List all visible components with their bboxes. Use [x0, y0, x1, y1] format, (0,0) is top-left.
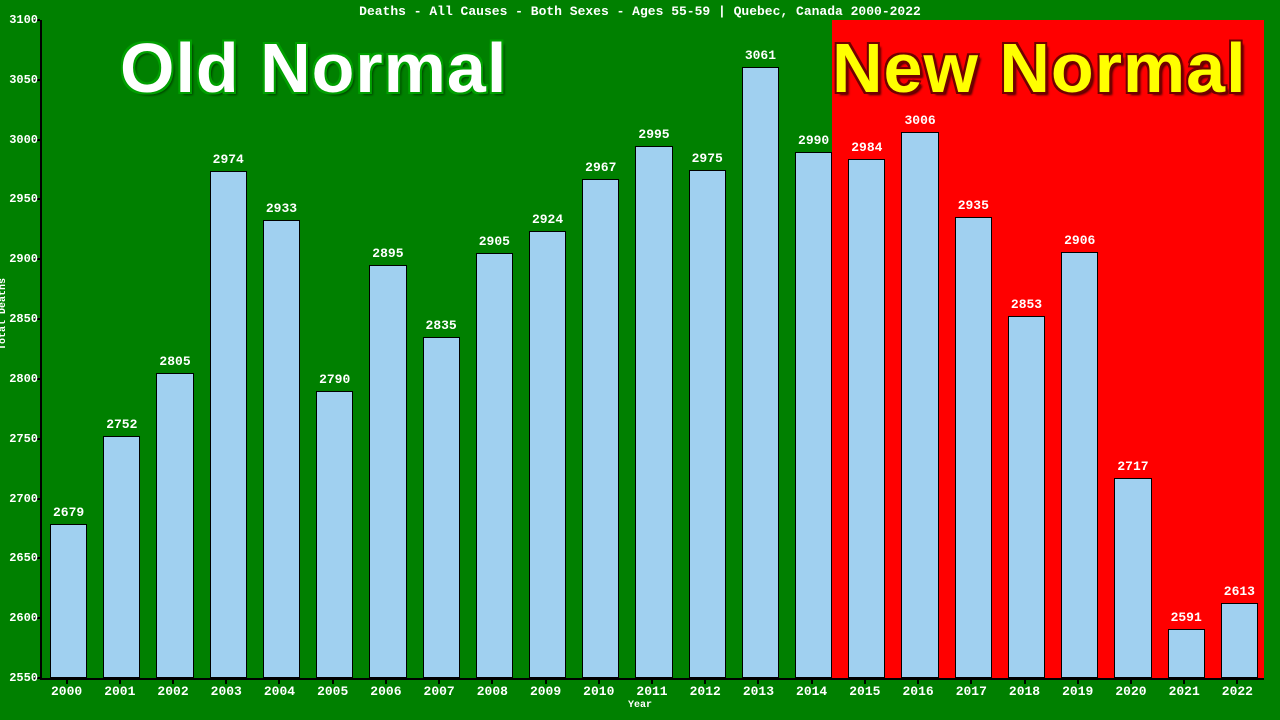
bar-value-label: 2895 [358, 246, 418, 261]
bar-value-label: 2990 [784, 133, 844, 148]
y-tick-label: 3100 [0, 13, 38, 27]
x-tick-label: 2005 [303, 684, 363, 699]
old-normal-label: Old Normal [120, 28, 507, 108]
bar [1221, 603, 1258, 678]
bar-value-label: 2717 [1103, 459, 1163, 474]
bar-value-label: 2613 [1209, 584, 1269, 599]
y-tick-label: 2900 [0, 252, 38, 266]
bar [1061, 252, 1098, 678]
bar [1008, 316, 1045, 678]
bar [529, 231, 566, 678]
x-tick-label: 2020 [1101, 684, 1161, 699]
x-tick-label: 2018 [995, 684, 1055, 699]
chart-container: Deaths - All Causes - Both Sexes - Ages … [0, 0, 1280, 720]
x-tick-label: 2006 [356, 684, 416, 699]
x-tick-label: 2015 [835, 684, 895, 699]
new-normal-label: New Normal [832, 28, 1247, 108]
bar [955, 217, 992, 678]
bar-value-label: 3006 [890, 113, 950, 128]
bar-value-label: 2924 [518, 212, 578, 227]
bar [635, 146, 672, 678]
y-tick-label: 2550 [0, 671, 38, 685]
plot-area: 2679 2752 2805 2974 2933 2790 2895 2835 2905 2924… [40, 20, 1264, 680]
bar-value-label: 2853 [997, 297, 1057, 312]
bar-value-label: 2974 [198, 152, 258, 167]
x-tick-label: 2004 [249, 684, 309, 699]
bar [848, 159, 885, 678]
bar-value-label: 2906 [1050, 233, 1110, 248]
bar-value-label: 2752 [92, 417, 152, 432]
bar [1114, 478, 1151, 678]
y-tick-label: 2650 [0, 551, 38, 565]
y-tick-label: 2700 [0, 492, 38, 506]
bar [901, 132, 938, 678]
bar-value-label: 2905 [464, 234, 524, 249]
bar [476, 253, 513, 678]
bar [742, 67, 779, 678]
x-tick-label: 2001 [90, 684, 150, 699]
bar [689, 170, 726, 678]
bar-value-label: 2984 [837, 140, 897, 155]
x-tick-label: 2022 [1207, 684, 1267, 699]
x-tick-label: 2008 [462, 684, 522, 699]
x-tick-label: 2016 [888, 684, 948, 699]
y-tick-label: 2850 [0, 312, 38, 326]
bar [423, 337, 460, 678]
bar [369, 265, 406, 678]
bar-value-label: 2967 [571, 160, 631, 175]
bar-value-label: 3061 [730, 48, 790, 63]
bar [263, 220, 300, 678]
bar-value-label: 2995 [624, 127, 684, 142]
bar-value-label: 2679 [39, 505, 99, 520]
bar [316, 391, 353, 678]
y-tick-label: 2750 [0, 432, 38, 446]
x-tick-label: 2017 [941, 684, 1001, 699]
y-tick-label: 3050 [0, 73, 38, 87]
x-tick-label: 2012 [675, 684, 735, 699]
x-tick-label: 2011 [622, 684, 682, 699]
bar [156, 373, 193, 678]
chart-title: Deaths - All Causes - Both Sexes - Ages … [0, 4, 1280, 19]
x-axis-label: Year [0, 700, 1280, 711]
bar-value-label: 2835 [411, 318, 471, 333]
bar [795, 152, 832, 678]
bar-value-label: 2790 [305, 372, 365, 387]
bar-value-label: 2933 [251, 201, 311, 216]
bar [103, 436, 140, 678]
x-tick-label: 2002 [143, 684, 203, 699]
x-tick-label: 2013 [728, 684, 788, 699]
x-tick-label: 2021 [1154, 684, 1214, 699]
x-tick-label: 2000 [37, 684, 97, 699]
y-tick-label: 2600 [0, 611, 38, 625]
bar-value-label: 2975 [677, 151, 737, 166]
x-tick-label: 2014 [782, 684, 842, 699]
bar [582, 179, 619, 678]
bar [210, 171, 247, 678]
x-tick-label: 2007 [409, 684, 469, 699]
y-tick-label: 2800 [0, 372, 38, 386]
x-tick-label: 2003 [196, 684, 256, 699]
bar-value-label: 2805 [145, 354, 205, 369]
bar-value-label: 2935 [943, 198, 1003, 213]
x-tick-label: 2010 [569, 684, 629, 699]
bar [50, 524, 87, 678]
x-tick-label: 2019 [1048, 684, 1108, 699]
bar [1168, 629, 1205, 678]
y-tick-label: 2950 [0, 192, 38, 206]
x-tick-label: 2009 [516, 684, 576, 699]
y-tick-label: 3000 [0, 133, 38, 147]
bar-value-label: 2591 [1156, 610, 1216, 625]
